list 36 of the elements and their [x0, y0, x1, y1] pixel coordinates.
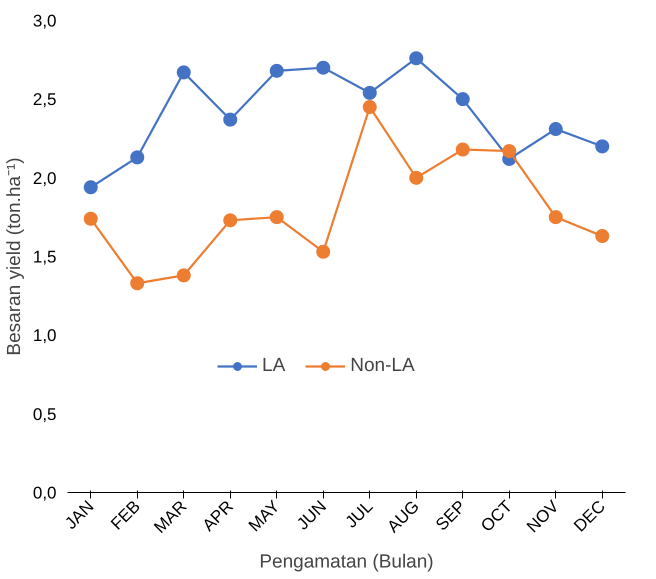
- point: [362, 100, 377, 114]
- point: [595, 139, 610, 154]
- point: [270, 210, 284, 224]
- y-tick-label: 1,5: [32, 248, 57, 266]
- point: [176, 65, 191, 80]
- x-tick-label: SEP: [432, 496, 470, 534]
- point: [548, 210, 563, 224]
- y-tick-label: 1,0: [32, 326, 57, 346]
- point: [456, 92, 470, 106]
- y-tick-label: 2,0: [32, 168, 57, 188]
- point: [409, 51, 424, 66]
- point: [502, 144, 516, 158]
- point: [316, 60, 330, 75]
- point: [409, 170, 424, 185]
- point: [595, 229, 610, 244]
- point: [316, 244, 330, 259]
- point: [456, 142, 470, 156]
- point: [130, 276, 144, 290]
- y-tick-label: 2,5: [32, 90, 57, 110]
- point: [270, 64, 284, 78]
- y-tick-label: 0,5: [32, 404, 57, 424]
- point: [548, 122, 563, 136]
- x-tick-label: JUL: [342, 496, 376, 532]
- legend-label: Non-LA: [350, 355, 415, 377]
- point: [84, 180, 98, 194]
- y-tick-label: 0,0: [32, 484, 57, 502]
- point: [130, 150, 144, 164]
- x-axis-title: Pengamatan (Bulan): [259, 552, 434, 573]
- y-tick-label: 3,0: [32, 12, 57, 30]
- point: [84, 212, 98, 226]
- point: [223, 213, 238, 228]
- legend-label: LA: [262, 355, 286, 377]
- point: [223, 112, 238, 127]
- y-axis-title: Besaran yield (ton.ha⁻¹): [4, 157, 25, 356]
- point: [362, 86, 377, 100]
- point: [176, 268, 191, 282]
